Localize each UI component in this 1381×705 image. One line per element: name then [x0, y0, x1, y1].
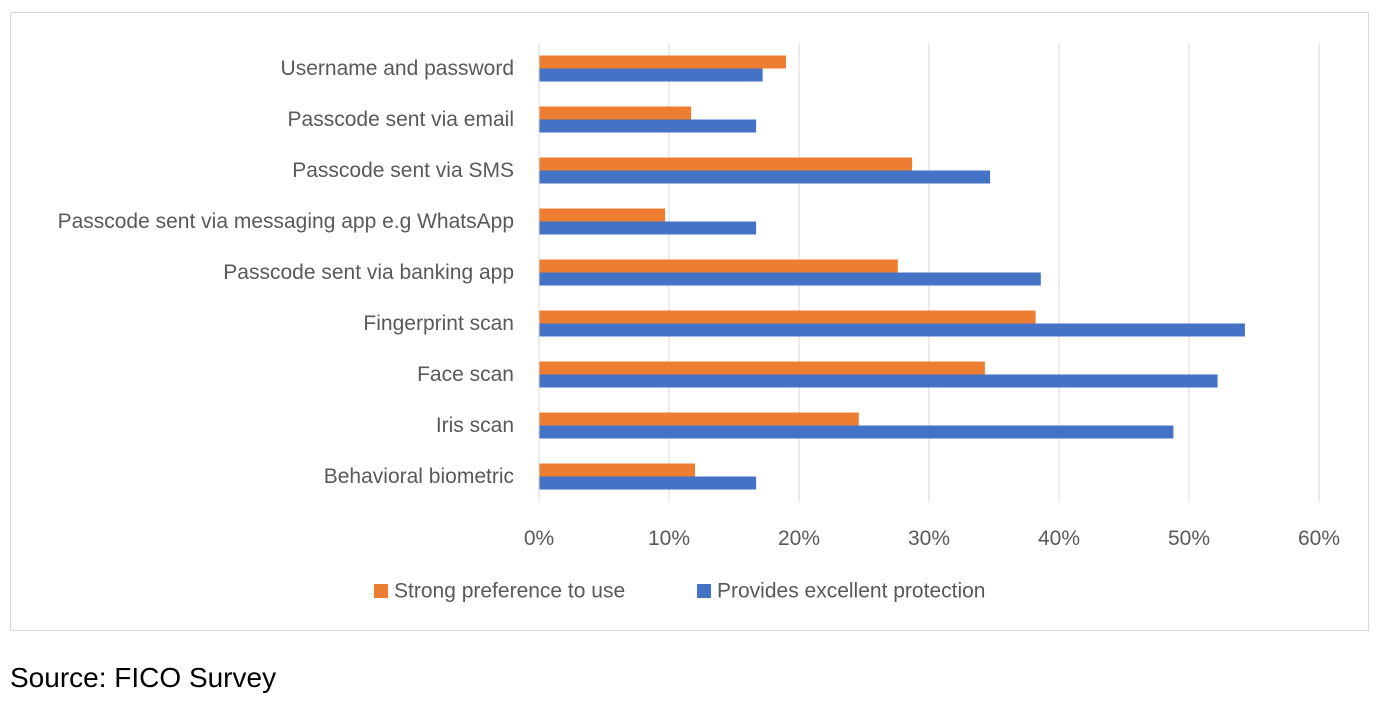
legend-label: Provides excellent protection	[717, 580, 985, 603]
category-label: Iris scan	[436, 414, 514, 437]
category-label: Passcode sent via banking app	[223, 261, 514, 284]
x-tick-label: 50%	[1168, 527, 1210, 550]
x-tick-label: 30%	[908, 527, 950, 550]
bar-excellent-protection	[539, 476, 757, 490]
legend-label: Strong preference to use	[394, 580, 625, 603]
x-tick-label: 10%	[648, 527, 690, 550]
x-tick-label: 40%	[1038, 527, 1080, 550]
bar-strong-preference	[539, 310, 1036, 324]
category-label: Username and password	[281, 57, 514, 80]
bar-strong-preference	[539, 208, 666, 222]
bar-strong-preference	[539, 55, 786, 69]
bar-excellent-protection	[539, 323, 1245, 337]
category-label: Passcode sent via SMS	[292, 159, 514, 182]
legend-swatch-strong-preference	[374, 584, 388, 598]
category-label: Face scan	[417, 363, 514, 386]
bar-strong-preference	[539, 463, 695, 477]
bar-excellent-protection	[539, 272, 1041, 286]
x-tick-label: 20%	[778, 527, 820, 550]
bar-strong-preference	[539, 412, 859, 426]
bar-strong-preference	[539, 361, 985, 375]
bar-strong-preference	[539, 157, 913, 171]
bar-chart: 0% 10% 20% 30% 40% 50% 60% Username and passwor…	[58, 43, 1340, 603]
bar-excellent-protection	[539, 374, 1218, 388]
category-label: Passcode sent via email	[288, 108, 514, 131]
bar-excellent-protection	[539, 119, 757, 133]
category-label: Fingerprint scan	[363, 312, 514, 335]
source-note: Source: FICO Survey	[10, 662, 277, 693]
legend-swatch-excellent-protection	[697, 584, 711, 598]
x-tick-label: 60%	[1298, 527, 1340, 550]
bar-excellent-protection	[539, 170, 991, 184]
bar-excellent-protection	[539, 221, 757, 235]
category-label: Passcode sent via messaging app e.g What…	[58, 210, 514, 233]
bar-strong-preference	[539, 106, 692, 120]
x-tick-label: 0%	[524, 527, 554, 550]
bar-strong-preference	[539, 259, 898, 273]
bar-excellent-protection	[539, 425, 1174, 439]
category-label: Behavioral biometric	[324, 465, 514, 488]
bar-excellent-protection	[539, 68, 763, 82]
